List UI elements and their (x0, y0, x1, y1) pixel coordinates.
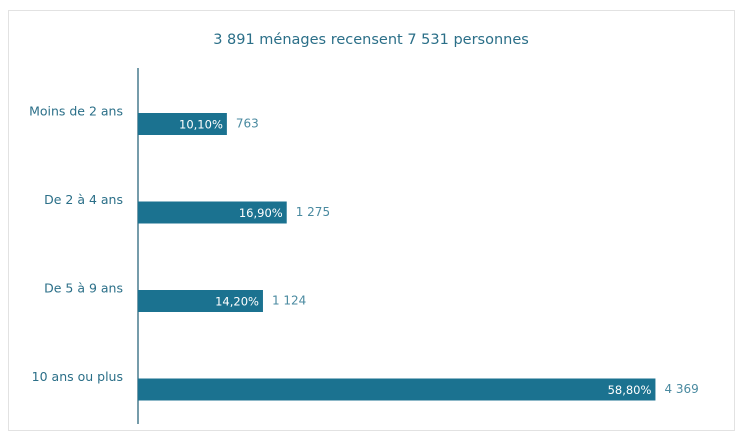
bar-count-label: 763 (236, 117, 259, 131)
bar-percent-label: 58,80% (608, 383, 652, 397)
bar-count-label: 1 124 (272, 294, 306, 308)
bar-percent-label: 10,10% (179, 118, 223, 132)
bar-count-label: 1 275 (296, 205, 330, 219)
bar (138, 113, 227, 135)
category-label: 10 ans ou plus (32, 369, 123, 384)
bar (138, 201, 287, 224)
category-label: De 5 à 9 ans (44, 281, 123, 296)
bar (138, 378, 656, 401)
category-label: De 2 à 4 ans (44, 192, 123, 207)
bar (138, 290, 263, 312)
card (8, 10, 735, 431)
bar-percent-label: 14,20% (215, 295, 259, 309)
bar-percent-label: 16,90% (239, 206, 283, 220)
chart-title: 3 891 ménages recensent 7 531 personnes (213, 32, 529, 48)
bar-count-label: 4 369 (664, 382, 698, 396)
category-label: Moins de 2 ans (29, 104, 123, 119)
